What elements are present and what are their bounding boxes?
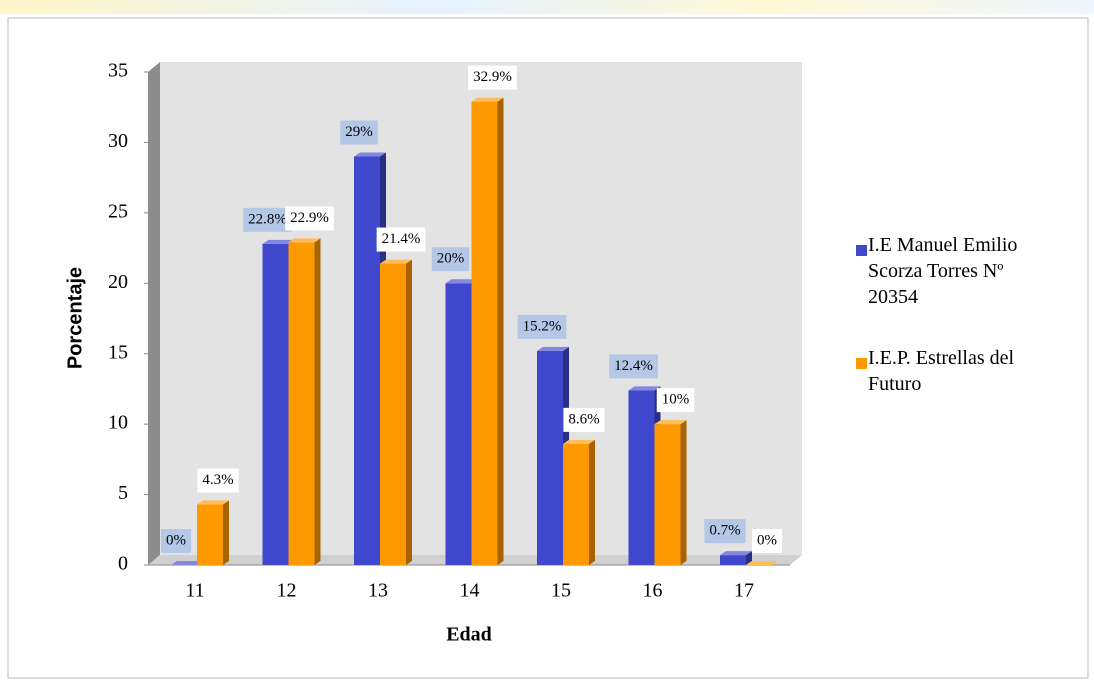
value-label: 29% [345,124,373,140]
value-label: 21.4% [382,231,421,247]
x-tick-label: 11 [185,580,204,602]
x-tick-label: 16 [643,580,663,602]
bar [720,555,746,565]
bar [354,156,380,565]
x-tick-label: 12 [277,580,297,602]
x-tick-label: 17 [734,580,754,602]
bar-top [171,561,203,565]
legend-swatch [856,358,867,369]
bar [654,424,681,565]
value-label: 0% [757,532,777,548]
bar-side [223,500,229,565]
y-tick-label: 0 [118,553,128,575]
value-label-box [340,120,378,145]
y-tick-label: 15 [108,341,128,363]
bar-top [628,386,661,391]
bar-top [288,238,321,243]
bar-side [680,420,687,565]
value-label: 15.2% [523,318,562,334]
value-label: 10% [662,392,690,408]
chart-frame [7,17,1089,679]
bar-top [380,259,412,264]
bar-top [354,152,386,157]
legend-entry: I.E.P. Estrellas del Futuro [868,347,1015,395]
value-label-box [656,388,695,413]
value-label: 32.9% [473,69,512,85]
bar-top [720,551,752,556]
x-tick-label: 14 [460,580,480,602]
bar [445,283,472,565]
bar-top [471,97,504,102]
bar [628,390,655,565]
value-label-box [517,314,567,339]
value-label: 22.8% [248,211,287,227]
bar [197,504,223,565]
bar-side [406,259,412,565]
bar-side [589,439,595,565]
value-label: 22.9% [290,210,329,226]
side-wall [148,62,160,565]
value-label-box [468,65,517,90]
y-tick-label: 35 [108,60,128,82]
value-label-box [704,519,746,544]
bar [380,263,406,565]
bar-side [746,551,752,565]
bar-top [563,439,595,444]
value-label-box [431,247,470,272]
top-strip [0,0,1094,14]
value-label-box [285,206,334,231]
x-tick-label: 13 [368,580,388,602]
value-label-box [161,529,191,553]
y-tick-label: 30 [108,130,128,152]
bar [288,242,315,566]
bar-top [654,420,687,425]
y-tick-label: 10 [108,412,128,434]
value-label-box [243,207,292,232]
x-tick-label: 15 [551,580,571,602]
x-axis-title: Edad [446,624,492,646]
value-label: 12.4% [614,358,653,374]
value-label: 20% [437,251,465,267]
bar-top [262,239,295,244]
value-label: 0% [166,532,186,548]
bar-top [445,279,478,284]
value-label-box [752,529,782,553]
value-label-box [197,468,239,493]
y-tick-label: 5 [118,482,128,504]
bar [537,350,563,565]
bar [262,243,289,566]
bar [471,101,498,565]
value-label: 8.6% [568,411,599,427]
bar-top [197,500,229,505]
bar-top [537,346,569,351]
bar-side [497,97,504,565]
y-tick-label: 20 [108,271,128,293]
bar-top [746,561,778,565]
y-tick-label: 25 [108,200,128,222]
bar [563,443,589,565]
value-label: 0.7% [709,523,740,539]
y-axis-title: Porcentaje [64,267,86,369]
value-label-box [609,354,658,379]
bar-side [314,238,321,566]
value-label-box [376,227,426,252]
legend-swatch [856,245,867,256]
legend-entry: I.E Manuel Emilio Scorza Torres Nº 20354 [868,234,1018,308]
value-label-box [563,407,605,432]
value-label: 4.3% [202,472,233,488]
